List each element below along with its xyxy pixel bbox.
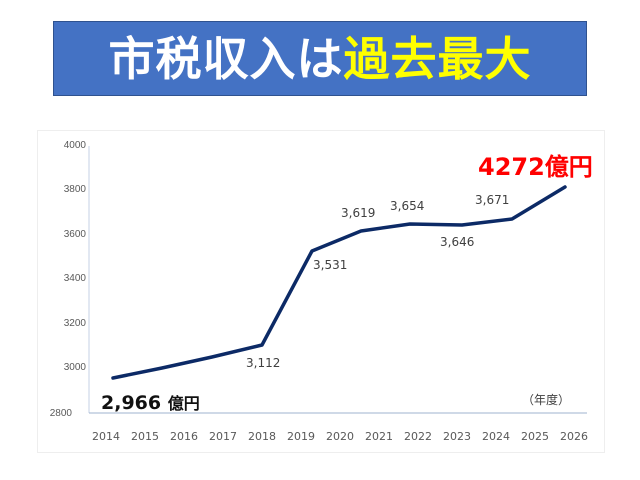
x-tick-2017: 2017 (209, 430, 237, 443)
end-value-label: 4272億円 (478, 153, 593, 181)
data-label-3671: 3,671 (475, 193, 510, 207)
y-tick-3000: 3000 (63, 362, 86, 373)
page-title: 市税収入は過去最大 (109, 36, 532, 82)
start-value-label: 2,966 億円 (101, 390, 200, 414)
x-tick-2018: 2018 (248, 430, 276, 443)
x-tick-2014: 2014 (92, 430, 120, 443)
x-tick-2026: 2026 (560, 430, 588, 443)
data-label-3531: 3,531 (313, 258, 348, 272)
y-tick-3800: 3800 (63, 184, 86, 195)
x-tick-2022: 2022 (404, 430, 432, 443)
x-tick-2024: 2024 (482, 430, 510, 443)
y-tick-3600: 3600 (63, 229, 86, 240)
x-tick-2021: 2021 (365, 430, 393, 443)
data-label-3646: 3,646 (440, 235, 475, 249)
y-tick-3400: 3400 (63, 273, 86, 284)
start-unit: 億円 (167, 394, 200, 413)
y-tick-2800: 2800 (49, 408, 72, 419)
x-tick-2023: 2023 (443, 430, 471, 443)
x-tick-2019: 2019 (287, 430, 315, 443)
x-axis-unit-label: （年度） (522, 393, 571, 407)
data-label-3112: 3,112 (246, 356, 281, 370)
title-part-white: 市税収入は (108, 31, 344, 86)
x-tick-2020: 2020 (326, 430, 354, 443)
x-tick-2016: 2016 (170, 430, 198, 443)
start-value: 2,966 (101, 392, 162, 414)
data-label-3619: 3,619 (341, 206, 376, 220)
revenue-line (111, 185, 567, 380)
chart-card (37, 130, 605, 453)
title-banner: 市税収入は過去最大 (53, 21, 587, 96)
title-part-yellow: 過去最大 (343, 31, 532, 86)
x-tick-2025: 2025 (521, 430, 549, 443)
y-tick-4000: 4000 (63, 140, 86, 151)
y-tick-3200: 3200 (63, 318, 86, 329)
data-label-3654: 3,654 (390, 199, 425, 213)
x-tick-2015: 2015 (131, 430, 159, 443)
